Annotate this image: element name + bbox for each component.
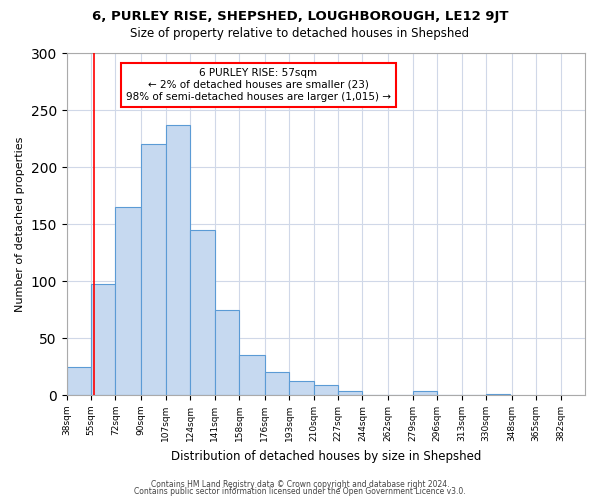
Bar: [338, 390, 362, 395]
Bar: [115, 207, 142, 395]
Bar: [142, 144, 166, 395]
Text: 6 PURLEY RISE: 57sqm
← 2% of detached houses are smaller (23)
98% of semi-detach: 6 PURLEY RISE: 57sqm ← 2% of detached ho…: [126, 68, 391, 102]
Text: Contains public sector information licensed under the Open Government Licence v3: Contains public sector information licen…: [134, 488, 466, 496]
Bar: [91, 284, 115, 395]
Bar: [265, 372, 289, 395]
Bar: [314, 385, 338, 395]
Text: Size of property relative to detached houses in Shepshed: Size of property relative to detached ho…: [130, 28, 470, 40]
Bar: [289, 382, 314, 395]
Bar: [190, 230, 215, 395]
Bar: [239, 355, 265, 395]
Bar: [166, 125, 190, 395]
Bar: [413, 390, 437, 395]
Text: 6, PURLEY RISE, SHEPSHED, LOUGHBOROUGH, LE12 9JT: 6, PURLEY RISE, SHEPSHED, LOUGHBOROUGH, …: [92, 10, 508, 23]
Bar: [215, 310, 239, 395]
Bar: [486, 394, 511, 395]
Y-axis label: Number of detached properties: Number of detached properties: [15, 136, 25, 312]
X-axis label: Distribution of detached houses by size in Shepshed: Distribution of detached houses by size …: [170, 450, 481, 462]
Text: Contains HM Land Registry data © Crown copyright and database right 2024.: Contains HM Land Registry data © Crown c…: [151, 480, 449, 489]
Bar: [67, 366, 91, 395]
